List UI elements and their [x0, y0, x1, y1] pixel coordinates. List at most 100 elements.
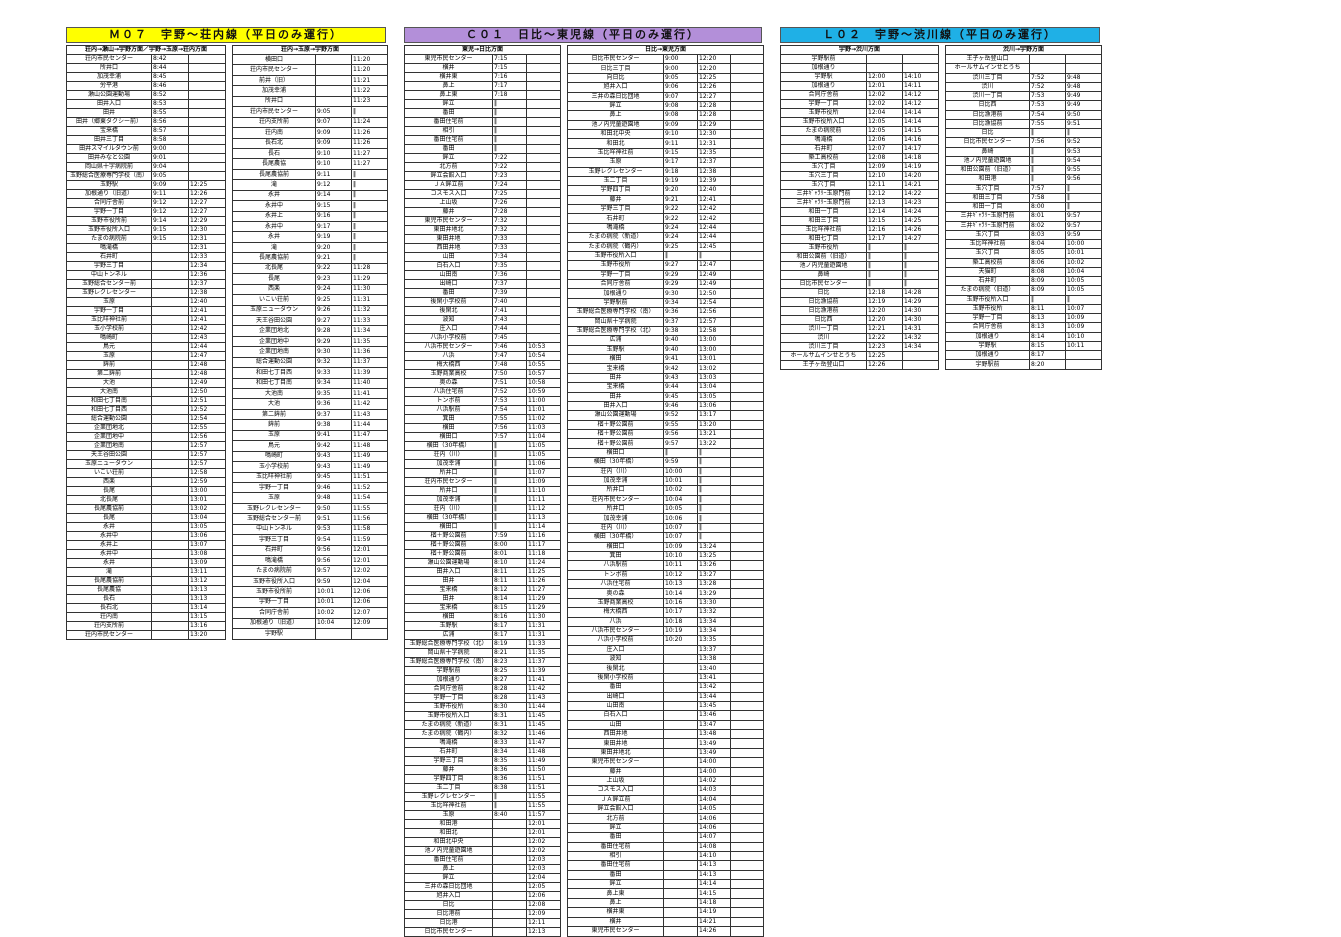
- departure-time: [315, 628, 353, 640]
- empty-cell: [730, 72, 765, 84]
- departure-time: ‖: [697, 494, 732, 506]
- departure-time: 9:52: [663, 410, 699, 421]
- departure-time: 8:42: [151, 54, 189, 64]
- stop-name: 三井の森日比団地: [567, 91, 665, 102]
- stop-name: 所井口: [567, 485, 665, 496]
- departure-time: ‖: [351, 168, 389, 181]
- stop-name: 永井中: [232, 200, 317, 212]
- departure-time: 14:07: [697, 832, 732, 843]
- stop-name: 築工高校前: [780, 153, 867, 163]
- table-row: たまの病院（旧道） 8:09 10:05: [945, 285, 1103, 296]
- departure-time: [151, 243, 189, 253]
- stop-name: コスモス入口: [404, 189, 493, 199]
- departure-time: 10:16: [663, 597, 699, 609]
- table-row: 三井の森日比団地 9:07 12:27: [567, 91, 765, 102]
- stop-name: 加根通り: [945, 349, 1031, 361]
- departure-time: 14:11: [901, 81, 940, 91]
- table-row: 長尾農協 9:10 11:27: [232, 158, 389, 170]
- departure-time: [525, 108, 562, 118]
- table-row: 宇野一丁目 9:12 12:27: [66, 207, 227, 217]
- timetable-c01-b: 日比→東児方面 日比市民センター 9:00 12:20 日比三丁目 9:00 12:20 向…: [567, 45, 765, 937]
- empty-cell: [730, 672, 765, 684]
- departure-time: 9:05: [151, 171, 189, 181]
- departure-time: [151, 315, 189, 325]
- table-row: 宇野一丁目 10:01 12:06: [232, 596, 389, 609]
- table-row: 宇野一丁目 8:28 11:43: [404, 693, 562, 703]
- stop-name: 玉野駅: [567, 344, 665, 356]
- stop-name: 鳴滝橋: [567, 222, 665, 234]
- stop-name: 田井入口: [404, 567, 493, 577]
- departure-time: 11:24: [525, 558, 562, 568]
- stop-name: 王子ヶ岳登山口: [945, 53, 1031, 65]
- table-row: 相引 14:10: [567, 850, 765, 862]
- departure-time: [525, 63, 562, 73]
- stop-name: 番田: [404, 288, 493, 298]
- departure-time: 8:01: [492, 549, 527, 559]
- stop-name: 合同庁舎前: [404, 684, 493, 694]
- departure-time: 12:30: [697, 128, 732, 140]
- table-row: 玉比咩神社前 8:04 10:00: [945, 238, 1103, 250]
- stop-name: 所井口: [66, 63, 152, 73]
- departure-time: [315, 74, 353, 87]
- stop-name: 西楽: [232, 283, 317, 296]
- departure-time: 12:04: [351, 575, 389, 588]
- table-row: 番田住宅前 ‖: [404, 135, 562, 145]
- empty-cell: [730, 653, 765, 665]
- stop-name: 宇野駅: [945, 340, 1031, 352]
- departure-time: 9:43: [663, 372, 699, 384]
- departure-time: ‖: [492, 99, 527, 109]
- empty-cell: [730, 832, 765, 843]
- stop-name: 玉野市役所入口: [567, 250, 665, 262]
- table-row: 玉比咩神社前 9:45 11:51: [232, 471, 389, 483]
- departure-time: 14:14: [901, 108, 940, 118]
- stop-name: 玉野市役所入口: [780, 117, 867, 127]
- departure-time: 7:37: [492, 279, 527, 289]
- empty-cell: [730, 382, 765, 393]
- departure-time: 9:20: [315, 241, 353, 254]
- departure-time: 12:02: [866, 90, 903, 100]
- departure-time: 12:39: [697, 175, 732, 187]
- stop-name: 後閑小学校前: [404, 297, 493, 307]
- empty-cell: [730, 353, 765, 365]
- stop-name: 天猫町: [945, 266, 1031, 278]
- departure-time: 10:07: [663, 532, 699, 543]
- table-row: 後閑北 13:40: [567, 663, 765, 674]
- departure-time: 9:53: [1065, 146, 1103, 157]
- table-row: 鉾立 9:08 12:28: [567, 100, 765, 112]
- stop-name: 八浜市民センター: [404, 342, 493, 352]
- departure-time: 12:38: [187, 288, 227, 298]
- table-row: 横井東 7:16: [404, 72, 562, 82]
- departure-time: 12:01: [351, 554, 389, 567]
- empty-cell: [730, 532, 765, 543]
- departure-time: [492, 900, 527, 910]
- stop-name: 横田: [567, 353, 665, 365]
- stop-name: 永井中: [66, 531, 152, 541]
- stop-name: 岡山県十字病院: [567, 316, 665, 327]
- stop-name: 渋川三丁目: [780, 342, 867, 352]
- departure-time: [151, 504, 189, 514]
- departure-time: 8:17: [492, 630, 527, 640]
- stop-name: 和田三丁目: [780, 216, 867, 226]
- table-row: 日比港 12:11: [404, 918, 562, 928]
- departure-time: 10:09: [1065, 322, 1103, 333]
- stop-name: 玉野総合医療専門学校（北）: [404, 639, 493, 649]
- stop-name: 玉原: [66, 297, 152, 307]
- empty-cell: [730, 438, 765, 449]
- table-row: 八浜市民センター 10:19 13:34: [567, 625, 765, 637]
- table-row: 宇野一丁目 9:29 12:49: [567, 269, 765, 281]
- stop-name: 加根通り: [780, 81, 867, 91]
- departure-time: 11:41: [351, 387, 389, 400]
- table-row: 玉野レクレセンター 12:38: [66, 288, 227, 298]
- departure-time: 13:17: [697, 410, 732, 421]
- table-row: 日比港前 12:09: [404, 909, 562, 919]
- departure-time: 12:01: [525, 819, 562, 829]
- table-row: 石井町 12:07 14:17: [780, 144, 940, 154]
- table-row: 相引 ‖: [404, 126, 562, 136]
- departure-time: ‖: [492, 495, 527, 505]
- departure-time: ‖: [866, 270, 903, 280]
- departure-time: 9:37: [315, 408, 353, 421]
- empty-cell: [730, 485, 765, 496]
- departure-time: 13:44: [697, 691, 732, 702]
- departure-time: 14:10: [697, 850, 732, 862]
- departure-time: 12:37: [697, 157, 732, 168]
